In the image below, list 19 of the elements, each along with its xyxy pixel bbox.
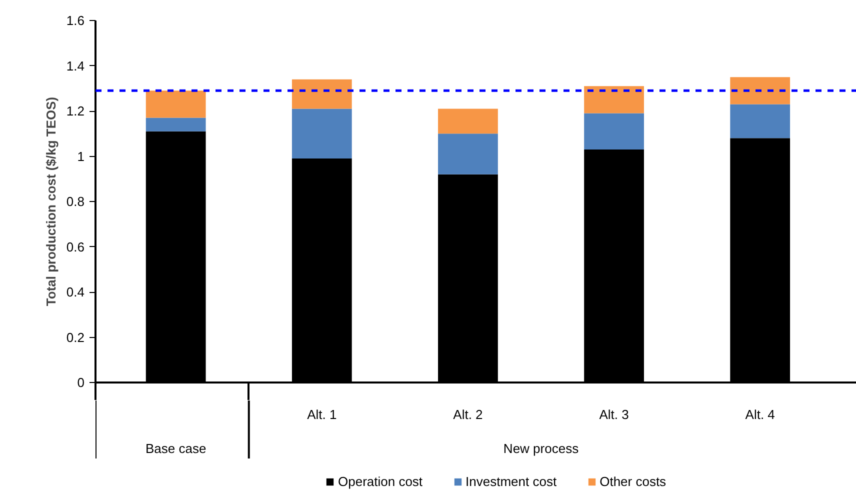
y-tick-label: 1: [77, 148, 85, 164]
x-tick-label: Alt. 3: [599, 407, 629, 422]
y-tick-label: 1.2: [66, 104, 85, 118]
y-tick-label: 0: [77, 375, 85, 390]
legend-label: Other costs: [600, 474, 666, 489]
y-tick-label: 1.6: [66, 13, 85, 28]
x-tick-label: Alt. 1: [307, 407, 337, 422]
text: Base case: [145, 441, 206, 456]
y-tick-label: 0.6: [66, 239, 85, 254]
legend-label: Operation cost: [338, 474, 423, 489]
y-tick-label: 0.4: [66, 284, 85, 300]
x-tick-label: Alt. 2: [453, 407, 483, 422]
text: New process: [503, 441, 580, 456]
y-axis-title: Total production cost ($/kg TEOS): [43, 96, 58, 306]
y-tick-label: 1.4: [66, 58, 85, 74]
legend-label: Investment cost: [466, 474, 557, 489]
y-tick-label: 0.2: [66, 330, 85, 345]
y-tick-label: 0.8: [66, 194, 85, 209]
x-tick-label: Alt. 4: [745, 407, 775, 422]
